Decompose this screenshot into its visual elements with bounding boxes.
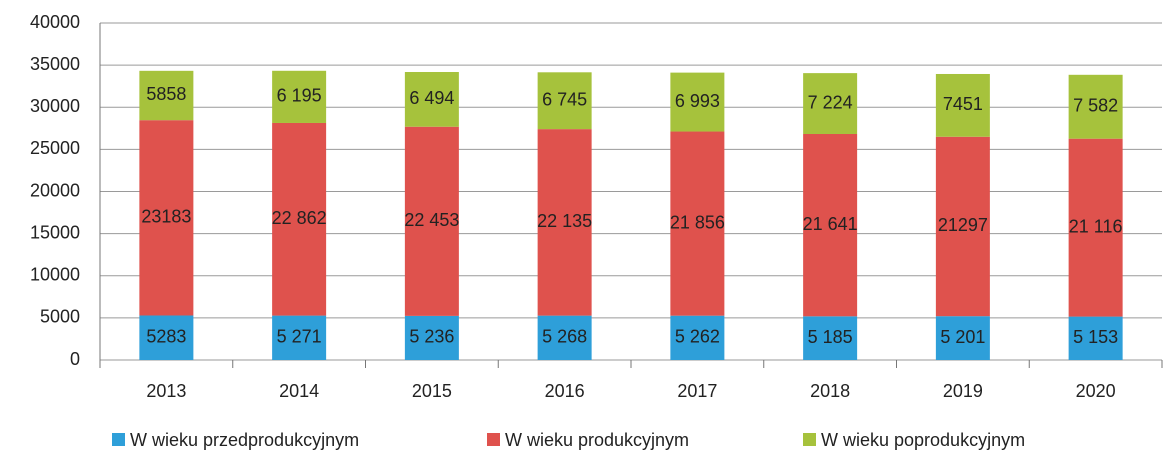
bar-segment: [670, 315, 725, 360]
bar-segment: [537, 315, 592, 360]
data-label: 5 268: [542, 327, 587, 347]
y-tick-label: 25000: [30, 138, 80, 158]
legend-swatch: [112, 433, 125, 446]
data-label: 5 271: [277, 327, 322, 347]
bar-segment: [1068, 74, 1123, 139]
legend-label: W wieku produkcyjnym: [505, 430, 689, 450]
bar-segment: [272, 70, 327, 123]
bar-segment: [139, 70, 194, 121]
data-label: 21297: [938, 215, 988, 235]
data-label: 21 116: [1069, 216, 1123, 236]
legend-label: W wieku poprodukcyjnym: [821, 430, 1025, 450]
bar-segment: [272, 122, 327, 316]
data-label: 5283: [146, 326, 186, 346]
legend-swatch: [803, 433, 816, 446]
bar-segment: [670, 131, 725, 316]
x-tick-label: 2014: [279, 381, 319, 401]
bar-segment: [670, 72, 725, 132]
bar-segment: [803, 133, 858, 317]
bar-segment: [935, 316, 990, 360]
y-tick-label: 0: [70, 349, 80, 369]
y-tick-label: 30000: [30, 96, 80, 116]
bar-segment: [803, 316, 858, 360]
x-tick-label: 2015: [412, 381, 452, 401]
bar-segment: [935, 73, 990, 137]
y-tick-label: 40000: [30, 12, 80, 32]
x-tick-label: 2020: [1076, 381, 1116, 401]
x-tick-label: 2013: [146, 381, 186, 401]
data-label: 6 745: [542, 89, 587, 109]
bar-segment: [139, 120, 194, 316]
data-label: 21 856: [670, 212, 725, 232]
bar-segment: [537, 129, 592, 316]
x-tick-label: 2018: [810, 381, 850, 401]
data-label: 5858: [146, 84, 186, 104]
data-label: 5 201: [940, 327, 985, 347]
data-label: 5 262: [675, 327, 720, 347]
y-tick-label: 10000: [30, 265, 80, 285]
bar-segment: [1068, 316, 1123, 360]
x-tick-label: 2019: [943, 381, 983, 401]
legend-swatch: [487, 433, 500, 446]
data-label: 6 993: [675, 91, 720, 111]
data-label: 22 862: [272, 208, 327, 228]
data-label: 6 195: [277, 86, 322, 106]
bar-segment: [935, 136, 990, 317]
data-label: 5 153: [1073, 327, 1118, 347]
data-label: 22 135: [537, 211, 592, 231]
bar-segment: [272, 315, 327, 360]
data-label: 7 582: [1073, 95, 1118, 115]
y-tick-label: 15000: [30, 222, 80, 242]
data-label: 22 453: [404, 210, 459, 230]
bar-segment: [803, 73, 858, 134]
y-tick-label: 20000: [30, 180, 80, 200]
y-tick-label: 35000: [30, 54, 80, 74]
data-label: 23183: [141, 207, 191, 227]
bar-segment: [1068, 138, 1123, 317]
bar-segment: [404, 126, 459, 316]
data-label: 5 236: [409, 327, 454, 347]
x-tick-label: 2017: [677, 381, 717, 401]
legend-label: W wieku przedprodukcyjnym: [130, 430, 359, 450]
y-tick-label: 5000: [40, 307, 80, 327]
bar-segment: [404, 72, 459, 127]
bar-segment: [537, 72, 592, 130]
data-label: 5 185: [808, 327, 853, 347]
data-label: 21 641: [803, 214, 858, 234]
data-label: 7451: [943, 94, 983, 114]
bar-segment: [139, 315, 194, 360]
bar-segment: [404, 315, 459, 360]
data-label: 7 224: [808, 92, 853, 112]
data-label: 6 494: [409, 88, 454, 108]
x-tick-label: 2016: [545, 381, 585, 401]
